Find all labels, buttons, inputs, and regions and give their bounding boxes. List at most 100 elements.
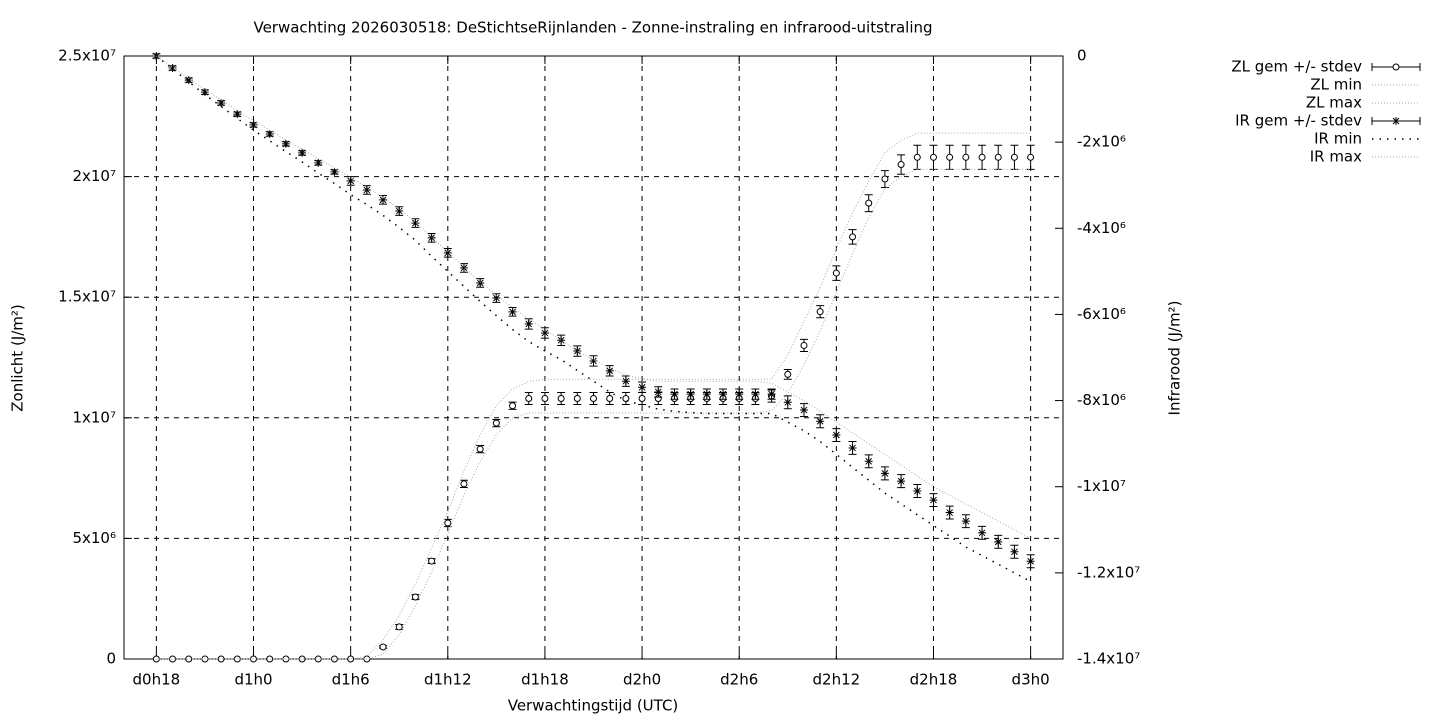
data-point <box>250 655 258 663</box>
x-tick-label: d0h18 <box>133 671 181 689</box>
data-point <box>379 195 388 204</box>
data-point <box>330 655 338 663</box>
data-point <box>994 537 1003 546</box>
data-point <box>1026 557 1035 566</box>
x-tick-label: d2h12 <box>813 671 861 689</box>
data-point <box>152 52 161 60</box>
y-tick-label: 0 <box>106 650 116 668</box>
chart-title: Verwachting 2026030518: DeStichtseRijnla… <box>253 19 932 37</box>
data-point <box>978 528 987 537</box>
data-point <box>978 153 986 161</box>
data-point <box>492 294 501 303</box>
legend-label: IR gem +/- stdev <box>1235 112 1362 130</box>
data-point <box>281 139 290 148</box>
data-point <box>686 390 695 399</box>
data-point <box>784 370 792 378</box>
data-point <box>184 76 193 85</box>
x-tick-label: d1h0 <box>234 671 272 689</box>
data-point <box>411 593 419 601</box>
x-tick-label: d1h6 <box>332 671 370 689</box>
data-point <box>897 161 905 169</box>
legend-label: ZL min <box>1310 76 1362 94</box>
data-point <box>460 480 468 488</box>
x-tick-label: d2h0 <box>623 671 661 689</box>
data-point <box>800 341 808 349</box>
data-point <box>395 623 403 631</box>
legend-swatch <box>1392 63 1400 71</box>
plot-border <box>123 55 1064 660</box>
data-point <box>767 390 776 399</box>
data-point <box>346 176 355 185</box>
data-point <box>590 395 597 403</box>
data-point <box>428 557 436 565</box>
data-point <box>946 153 954 161</box>
data-point <box>169 655 177 663</box>
data-point <box>897 477 906 486</box>
data-point <box>654 387 663 396</box>
data-point <box>492 419 500 427</box>
data-point <box>459 263 468 272</box>
data-point <box>168 64 177 73</box>
x-tick-label: d2h6 <box>720 671 758 689</box>
data-point <box>881 175 889 183</box>
data-point <box>233 110 242 119</box>
data-point <box>719 390 728 399</box>
data-point <box>783 398 792 407</box>
y-tick-label: 2x10⁷ <box>72 167 116 185</box>
data-point <box>945 508 954 517</box>
legend-label: ZL max <box>1306 94 1362 112</box>
data-point <box>379 643 387 651</box>
x-tick-label: d1h18 <box>521 671 569 689</box>
data-point <box>929 153 937 161</box>
data-point <box>443 248 452 257</box>
data-point <box>913 487 922 496</box>
data-point <box>266 655 274 663</box>
data-point <box>638 395 646 403</box>
y2-tick-label: -6x10⁶ <box>1077 305 1126 323</box>
data-point <box>476 445 484 453</box>
data-point <box>929 496 938 505</box>
data-point <box>233 655 241 663</box>
x-tick-label: d3h0 <box>1012 671 1050 689</box>
data-point <box>606 395 614 403</box>
data-point <box>573 395 581 403</box>
legend-label: ZL gem +/- stdev <box>1231 58 1362 76</box>
data-point <box>605 366 614 375</box>
data-point <box>1010 153 1018 161</box>
data-point <box>427 233 436 242</box>
data-point <box>962 153 970 161</box>
y2-tick-label: -1.4x10⁷ <box>1077 650 1140 668</box>
data-point <box>832 269 840 277</box>
data-point <box>670 390 679 399</box>
data-point <box>524 319 533 328</box>
y-axis-label: Zonlicht (J/m²) <box>9 304 27 412</box>
data-point <box>621 377 630 386</box>
data-point <box>994 153 1002 161</box>
x-axis-label: Verwachtingstijd (UTC) <box>508 697 679 715</box>
data-point <box>411 219 420 228</box>
legend-label: IR min <box>1314 130 1362 148</box>
data-point <box>557 395 565 403</box>
data-point <box>347 655 355 663</box>
y-tick-label: 2.5x10⁷ <box>58 47 116 65</box>
data-point <box>735 390 744 399</box>
data-point <box>702 390 711 399</box>
series-line <box>156 132 1031 660</box>
data-point <box>573 347 582 356</box>
y2-tick-label: 0 <box>1077 47 1087 65</box>
y-tick-label: 1.5x10⁷ <box>58 288 116 306</box>
y2-tick-label: -2x10⁶ <box>1077 133 1126 151</box>
y2-tick-label: -4x10⁶ <box>1077 219 1126 237</box>
data-point <box>832 431 841 440</box>
data-point <box>298 148 307 157</box>
data-point <box>330 167 339 176</box>
data-point <box>217 655 225 663</box>
data-point <box>864 457 873 466</box>
data-point <box>314 655 322 663</box>
data-point <box>476 278 485 287</box>
data-point <box>1010 547 1019 556</box>
data-point <box>509 402 517 410</box>
y2-tick-label: -8x10⁶ <box>1077 391 1126 409</box>
data-point <box>508 307 517 316</box>
